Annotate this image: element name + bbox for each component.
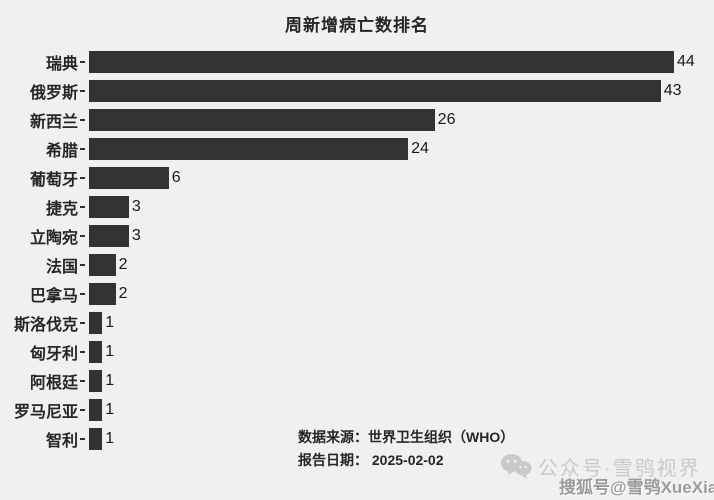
value-label: 1	[105, 429, 115, 447]
bar-row: 希腊 24	[0, 134, 714, 163]
bar	[89, 137, 409, 160]
bar	[89, 50, 674, 73]
chart-title: 周新增病亡数排名	[285, 16, 429, 35]
bar	[89, 311, 103, 334]
category-label: 斯洛伐克	[13, 316, 78, 334]
category-label: 匈牙利	[29, 345, 78, 363]
value-label: 1	[105, 313, 115, 331]
value-label: 26	[437, 110, 456, 128]
axis-tick	[80, 118, 85, 121]
axis-tick	[80, 321, 85, 324]
bar	[89, 108, 435, 131]
value-label: 2	[118, 284, 128, 302]
bar-row: 俄罗斯 43	[0, 76, 714, 105]
bar-row: 巴拿马 2	[0, 279, 714, 308]
bar	[89, 427, 103, 450]
axis-tick	[80, 234, 85, 237]
footer-notes: 数据来源：世界卫生组织（WHO） 报告日期： 2025-02-02	[298, 426, 514, 472]
category-label: 新西兰	[29, 113, 78, 131]
report-date-note: 报告日期： 2025-02-02	[298, 452, 444, 468]
category-label: 葡萄牙	[29, 171, 78, 189]
category-label: 希腊	[45, 142, 78, 160]
bar-row: 葡萄牙 6	[0, 163, 714, 192]
category-label: 智利	[45, 432, 78, 450]
value-label: 2	[118, 255, 128, 273]
axis-tick	[80, 408, 85, 411]
value-label: 24	[411, 139, 429, 157]
category-label: 立陶宛	[29, 229, 78, 247]
sohu-watermark: 搜狐号@雪鸮XueXiao	[559, 478, 714, 497]
plot-area: 瑞典 44 俄罗斯 43 新西兰 26 希腊 24 葡萄牙 6 捷克 3 立陶宛 3 法国 2 巴拿马 2 斯洛伐克…	[0, 47, 714, 453]
value-label: 1	[105, 342, 115, 360]
bar	[89, 166, 169, 189]
category-label: 捷克	[45, 200, 78, 218]
bar-row: 匈牙利 1	[0, 337, 714, 366]
wechat-watermark: 公众号·雪鸮视界	[500, 452, 701, 481]
wechat-logo-icon	[500, 453, 532, 480]
axis-tick	[80, 263, 85, 266]
bar-row: 新西兰 26	[0, 105, 714, 134]
bar-row: 罗马尼亚 1	[0, 395, 714, 424]
bar-row: 法国 2	[0, 250, 714, 279]
bar-row: 阿根廷 1	[0, 366, 714, 395]
axis-tick	[80, 437, 85, 440]
category-label: 巴拿马	[29, 287, 78, 305]
value-label: 44	[677, 52, 695, 70]
bar	[89, 369, 103, 392]
data-source-note: 数据来源：世界卫生组织（WHO）	[298, 429, 515, 445]
category-label: 瑞典	[45, 55, 78, 73]
bar	[89, 282, 116, 305]
category-label: 俄罗斯	[29, 84, 78, 102]
axis-tick	[80, 292, 85, 295]
bar	[89, 195, 129, 218]
bar	[89, 340, 103, 363]
axis-tick	[80, 60, 85, 63]
value-label: 3	[131, 226, 141, 244]
bar	[89, 224, 129, 247]
axis-tick	[80, 89, 85, 92]
bar-row: 智利 1	[0, 424, 714, 453]
bar-row: 捷克 3	[0, 192, 714, 221]
axis-tick	[80, 205, 85, 208]
bar-row: 瑞典 44	[0, 47, 714, 76]
bar	[89, 253, 116, 276]
bar-row: 立陶宛 3	[0, 221, 714, 250]
value-label: 6	[171, 168, 181, 186]
axis-tick	[80, 350, 85, 353]
value-label: 1	[105, 371, 115, 389]
value-label: 3	[131, 197, 141, 215]
category-label: 阿根廷	[29, 374, 78, 392]
bar-row: 斯洛伐克 1	[0, 308, 714, 337]
value-label: 1	[105, 400, 115, 418]
bar	[89, 398, 103, 421]
category-label: 法国	[45, 258, 78, 276]
axis-tick	[80, 147, 85, 150]
wechat-account-label: 公众号·雪鸮视界	[538, 458, 701, 480]
axis-tick	[80, 379, 85, 382]
category-label: 罗马尼亚	[13, 403, 78, 421]
value-label: 43	[663, 81, 682, 99]
bar	[89, 79, 661, 102]
axis-tick	[80, 176, 85, 179]
